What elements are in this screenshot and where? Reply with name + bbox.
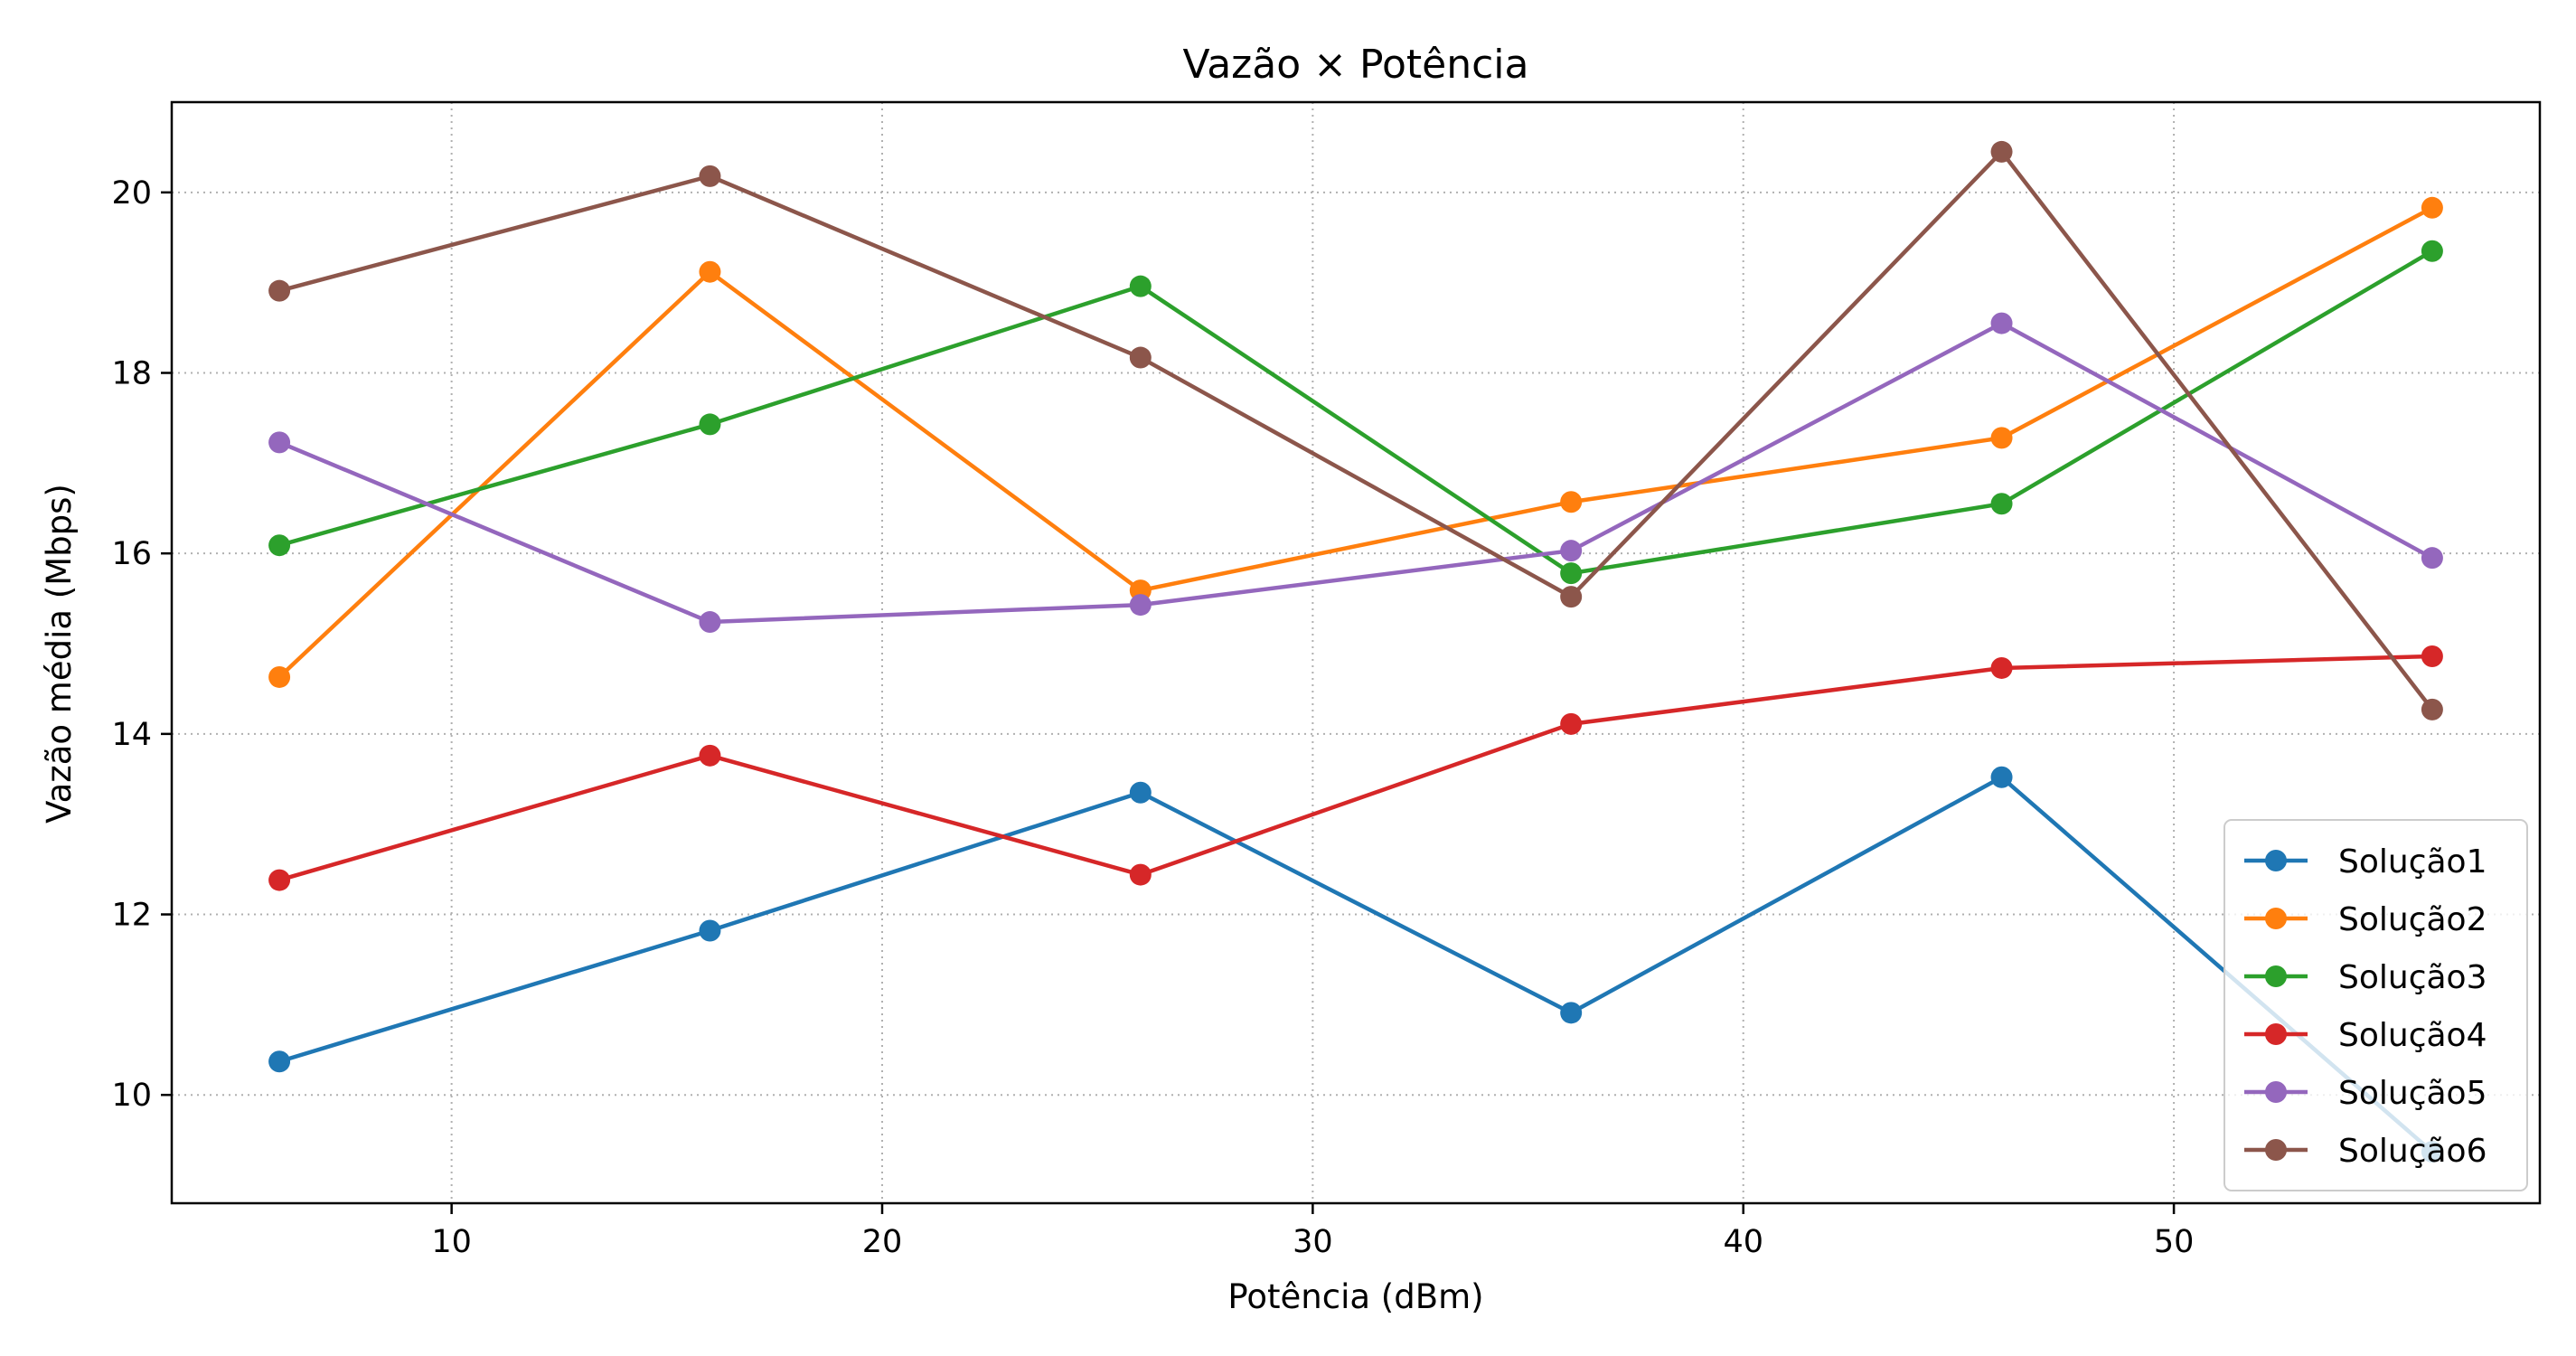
data-point bbox=[268, 431, 291, 454]
data-point bbox=[1990, 656, 2013, 679]
legend-marker bbox=[2265, 908, 2287, 929]
data-point bbox=[2421, 698, 2443, 720]
series-line bbox=[278, 654, 2432, 882]
data-point bbox=[1560, 540, 1583, 562]
legend: Solução1 Solução2 Solução3 Solução4 Solução5… bbox=[2223, 819, 2528, 1191]
data-point bbox=[699, 744, 721, 767]
data-point bbox=[1990, 140, 2013, 163]
legend-item: Solução4 bbox=[2244, 1017, 2487, 1054]
data-point bbox=[1990, 427, 2013, 449]
legend-item: Solução3 bbox=[2244, 959, 2487, 996]
legend-label: Solução4 bbox=[2338, 1017, 2487, 1054]
data-point bbox=[268, 665, 291, 688]
x-tick-label: 50 bbox=[2154, 1224, 2195, 1260]
data-point bbox=[699, 165, 721, 187]
legend-box bbox=[2223, 819, 2528, 1191]
y-tick-label: 16 bbox=[111, 536, 152, 572]
data-point bbox=[2421, 240, 2443, 262]
series-line bbox=[277, 205, 2433, 679]
data-point bbox=[1129, 781, 1152, 804]
data-point bbox=[1560, 712, 1583, 735]
series-layer bbox=[268, 140, 2443, 1163]
data-point bbox=[699, 919, 721, 942]
y-tick-label: 18 bbox=[111, 356, 152, 392]
data-point bbox=[2421, 547, 2443, 570]
legend-item: Solução5 bbox=[2244, 1075, 2487, 1112]
x-tick-label: 30 bbox=[1293, 1224, 1333, 1260]
data-point bbox=[699, 260, 721, 283]
data-point bbox=[699, 413, 721, 436]
legend-item: Solução1 bbox=[2244, 843, 2487, 880]
chart-title: Vazão × Potência bbox=[1183, 42, 1529, 88]
x-tick-label: 20 bbox=[862, 1224, 903, 1260]
series-line bbox=[278, 321, 2433, 625]
data-point bbox=[2421, 196, 2443, 219]
data-point bbox=[1129, 863, 1152, 886]
series-2 bbox=[268, 196, 2443, 688]
data-point bbox=[1129, 594, 1152, 617]
legend-label: Solução2 bbox=[2338, 901, 2487, 938]
y-tick-label: 12 bbox=[111, 898, 152, 934]
legend-marker bbox=[2265, 1023, 2287, 1045]
data-point bbox=[268, 279, 291, 302]
series-5 bbox=[268, 312, 2443, 634]
data-point bbox=[1990, 766, 2013, 788]
axis-ticks: 10 20 30 40 50 10 12 14 16 18 20 bbox=[111, 175, 2194, 1260]
series-3 bbox=[268, 240, 2443, 585]
x-tick-label: 40 bbox=[1723, 1224, 1763, 1260]
legend-marker bbox=[2265, 1139, 2287, 1161]
legend-label: Solução3 bbox=[2338, 959, 2487, 996]
y-tick-label: 10 bbox=[111, 1078, 152, 1114]
y-axis-label: Vazão média (Mbps) bbox=[40, 484, 79, 824]
y-tick-label: 14 bbox=[111, 717, 152, 753]
legend-label: Solução6 bbox=[2338, 1133, 2487, 1170]
data-point bbox=[268, 534, 291, 557]
data-point bbox=[699, 611, 721, 634]
data-point bbox=[268, 1050, 291, 1073]
data-point bbox=[1560, 1002, 1583, 1024]
data-point bbox=[1560, 586, 1583, 608]
y-tick-label: 20 bbox=[111, 175, 152, 212]
data-point bbox=[1129, 275, 1152, 297]
legend-marker bbox=[2265, 850, 2287, 871]
data-point bbox=[2421, 645, 2443, 667]
data-point bbox=[1129, 346, 1152, 369]
legend-marker bbox=[2265, 1081, 2287, 1103]
series-line bbox=[278, 775, 2434, 1154]
legend-item: Solução2 bbox=[2244, 901, 2487, 938]
data-point bbox=[268, 869, 291, 891]
plot-frame bbox=[170, 100, 2542, 1205]
x-tick-label: 10 bbox=[431, 1224, 472, 1260]
legend-label: Solução5 bbox=[2338, 1075, 2487, 1112]
series-6 bbox=[268, 140, 2443, 720]
data-point bbox=[1990, 312, 2013, 334]
series-line bbox=[278, 149, 2434, 711]
legend-marker bbox=[2265, 965, 2287, 987]
grid bbox=[172, 102, 2540, 1203]
legend-label: Solução1 bbox=[2338, 843, 2487, 880]
data-point bbox=[1560, 491, 1583, 513]
series-4 bbox=[268, 645, 2443, 891]
data-point bbox=[1560, 562, 1583, 585]
x-axis-label: Potência (dBm) bbox=[1227, 1277, 1483, 1316]
series-line bbox=[278, 249, 2434, 576]
data-point bbox=[1990, 493, 2013, 515]
series-1 bbox=[268, 766, 2443, 1163]
legend-item: Solução6 bbox=[2244, 1133, 2487, 1170]
